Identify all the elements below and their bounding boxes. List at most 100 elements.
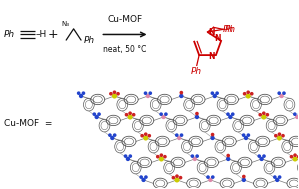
Point [175,175,179,178]
Point [293,157,298,160]
Point [94,115,99,119]
Point [210,92,215,95]
Point [112,94,117,98]
Point [244,136,248,139]
Point [159,113,164,116]
Point [210,136,215,139]
Point [277,136,282,139]
Point [275,178,280,181]
Text: Ph: Ph [223,25,234,34]
Point [128,112,132,115]
Point [282,92,286,95]
Point [292,113,297,116]
Point [159,154,164,157]
Point [177,136,181,139]
Point [293,154,298,157]
Point [178,176,183,179]
Point [164,113,168,116]
Point [280,134,285,137]
Text: +: + [48,28,58,41]
Point [144,176,148,179]
Text: N: N [214,34,221,43]
Point [116,92,120,95]
Point [279,94,284,98]
Point [81,92,86,95]
Point [171,176,176,179]
Point [192,157,197,160]
Point [277,176,282,179]
Point [92,113,97,116]
Text: –H: –H [36,30,47,39]
Text: Ph: Ph [225,25,236,34]
Point [161,115,166,119]
Point [140,134,144,137]
Point [159,157,164,160]
Point [226,154,231,157]
Point [109,92,113,95]
Point [274,134,278,137]
Point [179,91,184,94]
Point [258,113,263,116]
Point [147,134,152,137]
Text: N₃: N₃ [62,21,70,27]
Point [126,157,130,160]
Point [148,92,153,95]
Point [228,115,233,119]
Text: neat, 50 °C: neat, 50 °C [103,45,147,54]
Point [226,157,231,160]
Point [212,94,217,98]
Point [257,155,262,158]
Point [297,113,299,116]
Point [128,155,133,158]
Point [230,113,235,116]
Point [261,112,266,115]
Point [242,92,247,95]
Point [139,176,144,179]
Point [146,94,150,98]
Point [76,92,81,95]
Point [272,176,277,179]
Point [246,134,251,137]
Point [174,134,179,137]
Point [246,94,251,98]
Point [190,155,195,158]
Point [208,178,213,181]
Point [124,113,129,116]
Point [143,92,148,95]
Point [210,176,215,179]
Point [141,178,146,181]
Point [179,94,184,98]
Point [163,155,167,158]
Point [289,155,294,158]
Point [143,133,148,136]
Point [79,94,83,98]
Text: N: N [209,28,215,36]
Point [112,134,117,137]
Point [143,136,148,139]
Text: Cu-MOF: Cu-MOF [107,15,143,24]
Text: Ph: Ph [84,36,95,45]
Point [206,176,210,179]
Point [195,112,199,115]
Point [241,134,246,137]
Point [277,92,282,95]
Point [108,134,112,137]
Point [226,113,231,116]
Point [195,155,199,158]
Point [261,115,266,119]
Point [295,115,299,119]
Point [259,157,264,160]
Point [112,91,117,94]
Point [241,178,246,181]
Point [128,115,132,119]
Point [262,155,266,158]
Point [123,155,128,158]
Point [215,92,219,95]
Point [195,115,199,119]
Point [210,133,215,136]
Text: Ph: Ph [191,67,202,76]
Point [249,92,254,95]
Point [241,175,246,178]
Text: Ph: Ph [4,30,15,39]
Point [131,113,136,116]
